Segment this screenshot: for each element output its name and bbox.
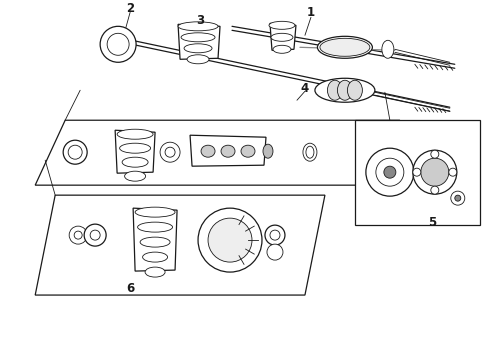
Ellipse shape [338,80,352,100]
Ellipse shape [315,78,375,102]
Circle shape [265,225,285,245]
Ellipse shape [187,55,209,64]
Ellipse shape [122,157,148,167]
Text: 2: 2 [126,2,134,15]
Circle shape [118,131,132,145]
Polygon shape [133,208,177,271]
Circle shape [69,226,87,244]
Ellipse shape [347,80,363,100]
Ellipse shape [382,40,394,58]
Circle shape [449,168,457,176]
Circle shape [165,147,175,157]
Text: 6: 6 [126,282,134,294]
Ellipse shape [145,267,165,277]
Ellipse shape [184,44,212,53]
Ellipse shape [306,146,314,158]
Circle shape [413,168,421,176]
Circle shape [208,218,252,262]
Ellipse shape [124,171,146,181]
Circle shape [107,33,129,55]
Polygon shape [35,120,400,185]
Circle shape [376,158,404,186]
Ellipse shape [120,143,150,153]
Circle shape [90,230,100,240]
Ellipse shape [140,237,170,247]
Text: 3: 3 [196,14,204,27]
Circle shape [63,140,87,164]
Circle shape [68,145,82,159]
Circle shape [366,148,414,196]
Ellipse shape [143,252,168,262]
Circle shape [451,191,465,205]
Ellipse shape [241,145,255,157]
Circle shape [160,142,180,162]
Ellipse shape [178,22,218,31]
Circle shape [74,231,82,239]
Circle shape [270,230,280,240]
Circle shape [431,186,439,194]
Ellipse shape [303,143,317,161]
Polygon shape [115,130,155,173]
Ellipse shape [327,80,343,100]
Ellipse shape [117,129,153,139]
Circle shape [100,26,136,62]
Polygon shape [35,195,325,295]
Ellipse shape [318,36,372,58]
Ellipse shape [181,33,215,42]
Circle shape [384,166,396,178]
Polygon shape [190,135,266,166]
Ellipse shape [201,145,215,157]
Ellipse shape [320,38,370,56]
Circle shape [198,208,262,272]
Ellipse shape [221,145,235,157]
Circle shape [421,158,449,186]
Ellipse shape [273,45,291,53]
Circle shape [413,150,457,194]
Text: 4: 4 [301,82,309,95]
Ellipse shape [263,144,273,158]
Polygon shape [270,23,296,50]
Ellipse shape [138,222,172,232]
Polygon shape [355,120,480,225]
Ellipse shape [269,21,295,29]
Circle shape [135,212,151,228]
Circle shape [455,195,461,201]
Circle shape [267,244,283,260]
Circle shape [431,150,439,158]
Ellipse shape [135,207,175,217]
Polygon shape [178,24,220,59]
Text: 1: 1 [307,6,315,19]
Text: 5: 5 [428,216,436,229]
Ellipse shape [271,33,293,41]
Circle shape [84,224,106,246]
